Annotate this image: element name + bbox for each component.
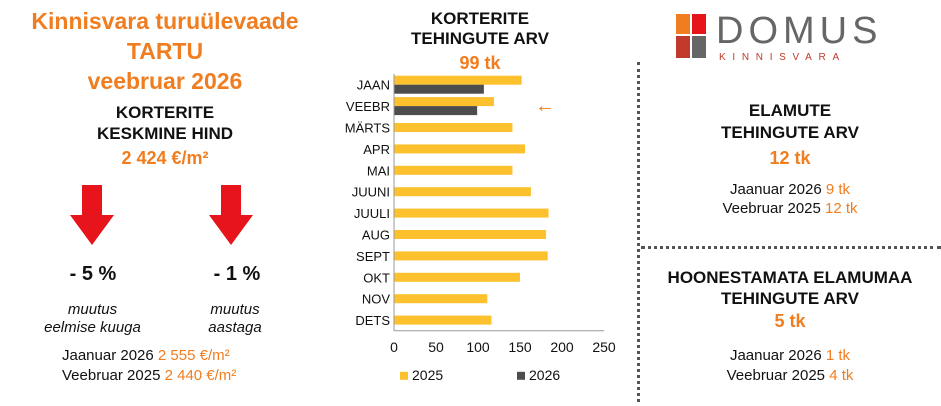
- bar-2025: [394, 251, 548, 261]
- houses-compare-row: Jaanuar 2026 9 tk: [650, 180, 930, 199]
- land-heading-line1: HOONESTAMATA ELAMUMAA: [667, 268, 913, 287]
- chart-title-value: 99 tk: [459, 53, 501, 73]
- legend-label-2026: 2026: [529, 367, 560, 383]
- apartment-transactions-chart: JAAN VEEBR MÄRTS APR MAI JUUNI JUULI AUG SEPT OKT…: [345, 74, 616, 383]
- category-label: DETS: [355, 313, 390, 328]
- price-compare-row: Jaanuar 2026 2 555 €/m²: [62, 346, 230, 365]
- x-tick-label: 50: [428, 339, 444, 355]
- legend-swatch-2025: [400, 371, 408, 380]
- vertical-divider: [637, 62, 640, 402]
- bar-2025: [394, 272, 520, 282]
- category-label: NOV: [362, 292, 391, 307]
- compare-value: 2 440 €/m²: [164, 367, 237, 384]
- x-tick-label: 200: [550, 339, 574, 355]
- bar-2025: [394, 315, 492, 325]
- category-label: SEPT: [356, 249, 390, 264]
- category-label: MÄRTS: [345, 121, 391, 136]
- bar-2026: [394, 106, 478, 116]
- bar-2025: [394, 123, 513, 132]
- report-period: veebruar 2026: [87, 68, 243, 94]
- x-tick-label: 150: [508, 339, 532, 355]
- monthly-change-value: - 5 %: [69, 263, 117, 285]
- logo-wordmark: DOMUS: [716, 10, 883, 52]
- x-tick-label: 0: [390, 339, 398, 355]
- bar-2025: [394, 144, 526, 154]
- compare-label: Veebruar 2025: [62, 367, 161, 384]
- bar-2025: [394, 294, 488, 304]
- land-compare-row: Veebruar 2025 4 tk: [645, 366, 935, 385]
- bar-2025: [394, 187, 531, 197]
- report-title: Kinnisvara turuülevaade: [31, 8, 299, 34]
- average-price-value: 2 424 €/m²: [121, 148, 209, 168]
- price-compare-row: Veebruar 2025 2 440 €/m²: [62, 366, 236, 385]
- category-label: MAI: [367, 163, 390, 178]
- down-arrow-icon: [209, 185, 253, 245]
- compare-value: 4 tk: [829, 367, 854, 384]
- annotation-arrow: ←: [535, 95, 555, 117]
- report-city: TARTU: [126, 38, 204, 64]
- compare-label: Jaanuar 2026: [729, 347, 822, 364]
- category-label: OKT: [363, 270, 390, 285]
- houses-heading-line2: TEHINGUTE ARV: [721, 123, 859, 142]
- land-value: 5 tk: [774, 311, 806, 331]
- horizontal-divider: [641, 246, 941, 249]
- land-heading-line2: TEHINGUTE ARV: [721, 289, 859, 308]
- land-compare-row: Jaanuar 2026 1 tk: [645, 346, 935, 365]
- category-label: JAAN: [357, 78, 390, 93]
- x-tick-label: 250: [592, 339, 616, 355]
- category-label: JUULI: [354, 206, 390, 221]
- yearly-change-value: - 1 %: [213, 263, 261, 285]
- bar-2025: [394, 165, 513, 175]
- monthly-change-note: muutus: [67, 301, 118, 318]
- x-tick-label: 100: [466, 339, 490, 355]
- compare-label: Veebruar 2025: [726, 367, 826, 384]
- legend-swatch-2026: [517, 371, 525, 380]
- houses-compare-row: Veebruar 2025 12 tk: [650, 199, 930, 218]
- bar-2025: [394, 230, 547, 239]
- domus-logo-icon: [676, 14, 706, 58]
- bar-2025: [394, 75, 522, 85]
- yearly-change-note: muutus: [210, 301, 260, 318]
- houses-value: 12 tk: [769, 148, 811, 168]
- compare-value: 9 tk: [825, 181, 851, 198]
- bar-2026: [394, 84, 484, 94]
- chart-title-line1: KORTERITE: [430, 9, 530, 28]
- compare-value: 12 tk: [825, 200, 858, 217]
- category-label: JUUNI: [352, 185, 390, 200]
- chart-title-line2: TEHINGUTE ARV: [411, 29, 549, 48]
- down-arrow-icon: [70, 185, 114, 245]
- logo-subtitle: KINNISVARA: [719, 52, 846, 63]
- price-heading-line2: KESKMINE HIND: [96, 124, 233, 143]
- category-label: VEEBR: [346, 99, 390, 114]
- houses-heading-line1: ELAMUTE: [748, 101, 832, 120]
- legend-label-2025: 2025: [412, 367, 443, 383]
- compare-label: Jaanuar 2026: [62, 347, 154, 364]
- compare-label: Veebruar 2025: [722, 200, 821, 217]
- category-label: APR: [363, 142, 390, 157]
- monthly-change-note: eelmise kuuga: [44, 319, 141, 336]
- yearly-change-note: aastaga: [208, 319, 262, 336]
- compare-value: 2 555 €/m²: [157, 347, 230, 364]
- compare-label: Jaanuar 2026: [729, 181, 822, 198]
- price-heading-line1: KORTERITE: [115, 103, 215, 122]
- bar-2025: [394, 208, 549, 218]
- category-label: AUG: [362, 228, 390, 243]
- bar-2025: [394, 97, 494, 107]
- compare-value: 1 tk: [825, 347, 851, 364]
